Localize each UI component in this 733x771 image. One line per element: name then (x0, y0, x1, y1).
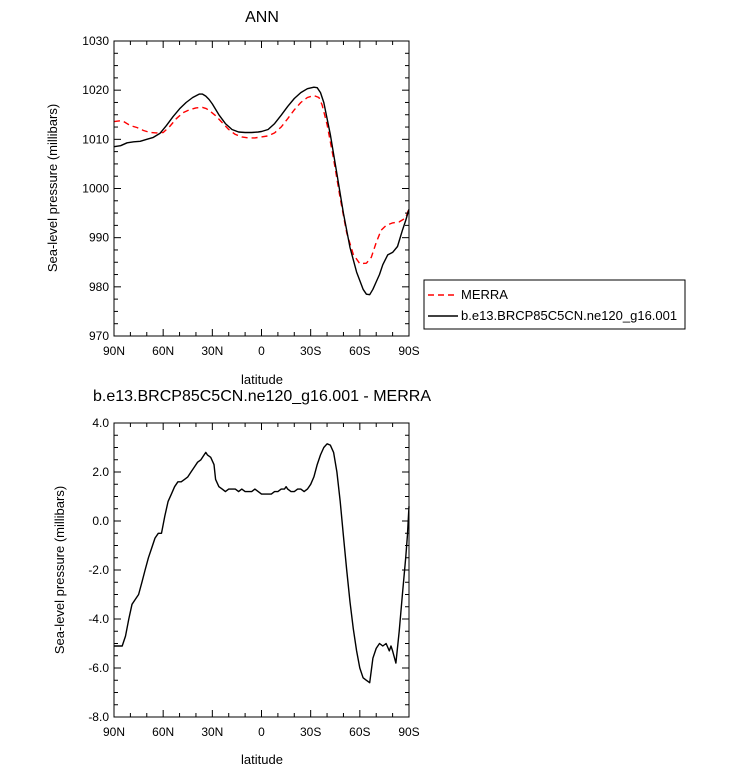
bottom-y-tick-label: -4.0 (88, 612, 109, 626)
top-x-tick-label: 90S (398, 344, 419, 358)
bottom-x-tick-label: 30N (201, 725, 223, 739)
top-series-0-line (113, 94, 410, 265)
top-y-tick-label: 980 (89, 280, 109, 294)
legend: MERRA b.e13.BRCP85C5CN.ne120_g16.001 (423, 279, 686, 330)
top-x-tick-label: 30N (201, 344, 223, 358)
top-y-tick-label: 990 (89, 231, 109, 245)
top-y-tick-label: 1030 (82, 34, 109, 48)
bottom-x-axis-label: latitude (241, 752, 283, 767)
top-series-1-line (113, 86, 410, 296)
top-y-tick-label: 1010 (82, 132, 109, 146)
bottom-y-tick-label: -8.0 (88, 710, 109, 724)
bottom-x-tick-label: 0 (258, 725, 265, 739)
top-x-tick-label: 60S (349, 344, 370, 358)
bottom-y-tick-label: -6.0 (88, 661, 109, 675)
top-x-tick-label: 30S (300, 344, 321, 358)
top-y-tick-label: 970 (89, 329, 109, 343)
bottom-y-tick-label: 4.0 (92, 416, 109, 430)
bottom-title: b.e13.BRCP85C5CN.ne120_g16.001 - MERRA (93, 388, 431, 405)
top-x-tick-label: 0 (258, 344, 265, 358)
bottom-series-0-line (114, 443, 410, 684)
top-y-tick-label: 1020 (82, 83, 109, 97)
legend-merra-label: MERRA (461, 287, 508, 302)
top-x-axis-label: latitude (241, 372, 283, 387)
top-plot-area: 90N 60N 30N 0 30S 60S 90S 970 980 990 1000 1010 1020… (82, 34, 419, 358)
bottom-x-tick-label: 30S (300, 725, 321, 739)
bottom-plot-area: 90N 60N 30N 0 30S 60S 90S -8.0 -6.0 -4.0 -2.0 0.0 2.… (88, 416, 419, 739)
bottom-y-tick-label: 0.0 (92, 514, 109, 528)
bottom-y-tick-label: 2.0 (92, 465, 109, 479)
legend-model-label: b.e13.BRCP85C5CN.ne120_g16.001 (461, 308, 677, 323)
top-y-tick-label: 1000 (82, 182, 109, 196)
bottom-y-axis-label: Sea-level pressure (millibars) (52, 486, 67, 654)
top-title: ANN (245, 9, 279, 26)
top-y-axis-label: Sea-level pressure (millibars) (45, 104, 60, 272)
bottom-x-tick-label: 90S (398, 725, 419, 739)
bottom-x-tick-label: 60S (349, 725, 370, 739)
top-x-tick-label: 60N (152, 344, 174, 358)
bottom-x-tick-label: 60N (152, 725, 174, 739)
bottom-x-tick-label: 90N (103, 725, 125, 739)
top-panel: ANN 90N 60N 30N 0 30S 60S 90S 970 980 990 1000 1010… (45, 9, 420, 387)
top-x-tick-label: 90N (103, 344, 125, 358)
legend-box (423, 279, 686, 330)
bottom-panel: b.e13.BRCP85C5CN.ne120_g16.001 - MERRA 9… (52, 388, 431, 767)
bottom-y-tick-label: -2.0 (88, 563, 109, 577)
bottom-frame (113, 422, 410, 718)
